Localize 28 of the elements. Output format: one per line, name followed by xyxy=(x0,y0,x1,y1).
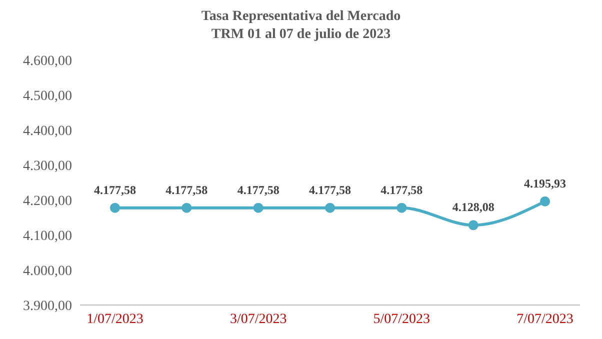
y-tick-label: 4.600,00 xyxy=(23,54,72,69)
y-tick-label: 4.200,00 xyxy=(23,194,72,209)
y-tick-label: 4.500,00 xyxy=(23,88,72,104)
y-tick-label: 4.000,00 xyxy=(23,264,72,279)
point xyxy=(540,196,550,206)
y-tick-label: 4.400,00 xyxy=(23,124,72,139)
data-label: 4.177,58 xyxy=(166,182,208,197)
y-tick-label: 4.100,00 xyxy=(23,228,72,244)
data-label: 4.177,58 xyxy=(94,182,136,197)
chart-title: Tasa Representativa del Mercado xyxy=(200,8,402,26)
x-tick-label: 3/07/2023 xyxy=(230,312,287,327)
data-label: 4.177,58 xyxy=(380,182,423,197)
y-tick-label: 4.300,00 xyxy=(23,158,72,174)
data-label: 4.177,58 xyxy=(309,182,351,197)
point xyxy=(182,202,192,213)
data-label: 4.128,08 xyxy=(452,200,494,214)
x-tick-label: 7/07/2023 xyxy=(516,312,574,327)
x-tick-label: 5/07/2023 xyxy=(373,312,430,327)
y-tick-label: 3.900,00 xyxy=(23,298,72,314)
point xyxy=(468,220,478,230)
point xyxy=(253,202,264,213)
data-label: 4.177,58 xyxy=(237,182,280,197)
chart-subtitle: TRM 01 al 07 de julio de 2023 xyxy=(210,26,392,44)
x-tick-label: 1/07/2023 xyxy=(86,312,144,327)
point xyxy=(110,202,120,213)
point xyxy=(396,202,407,213)
data-label: 4.195,93 xyxy=(524,176,566,190)
point xyxy=(325,202,335,213)
